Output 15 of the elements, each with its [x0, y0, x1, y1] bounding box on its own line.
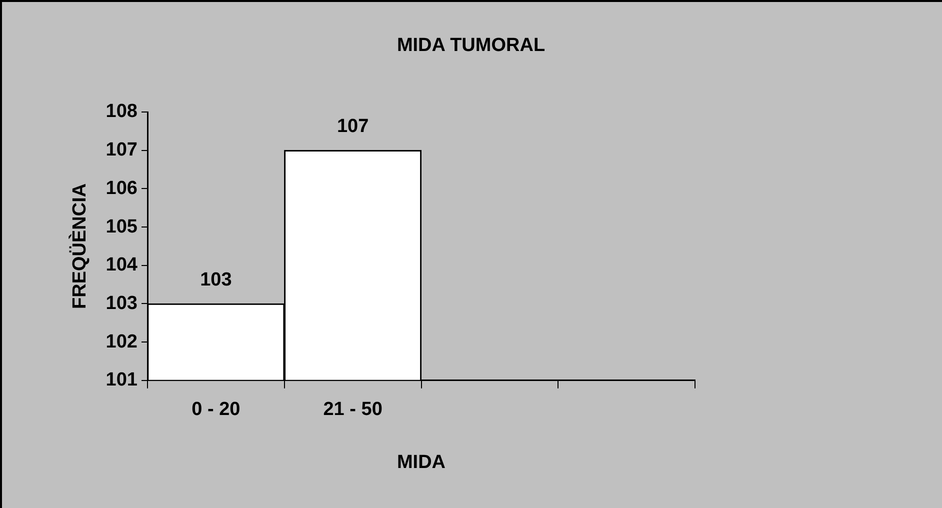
y-tick-label: 105	[106, 216, 138, 238]
data-label: 107	[336, 116, 369, 138]
y-tick-label: 108	[106, 101, 138, 122]
chart-title: MIDA TUMORAL	[396, 35, 546, 56]
x-tick-label: 21 - 50	[323, 399, 382, 420]
y-tick-label: 102	[106, 331, 138, 352]
y-tick-label: 106	[106, 178, 138, 199]
y-tick-label: 103	[106, 292, 138, 314]
y-axis-title: FREQÜÈNCIA	[68, 183, 91, 310]
y-tick-label: 101	[106, 370, 138, 391]
y-tick-label: 104	[106, 254, 138, 276]
y-tick-label: 107	[106, 140, 138, 161]
x-tick-label: 0 - 20	[192, 399, 240, 420]
x-axis-title: MIDA	[396, 452, 446, 473]
data-label: 103	[200, 269, 232, 290]
